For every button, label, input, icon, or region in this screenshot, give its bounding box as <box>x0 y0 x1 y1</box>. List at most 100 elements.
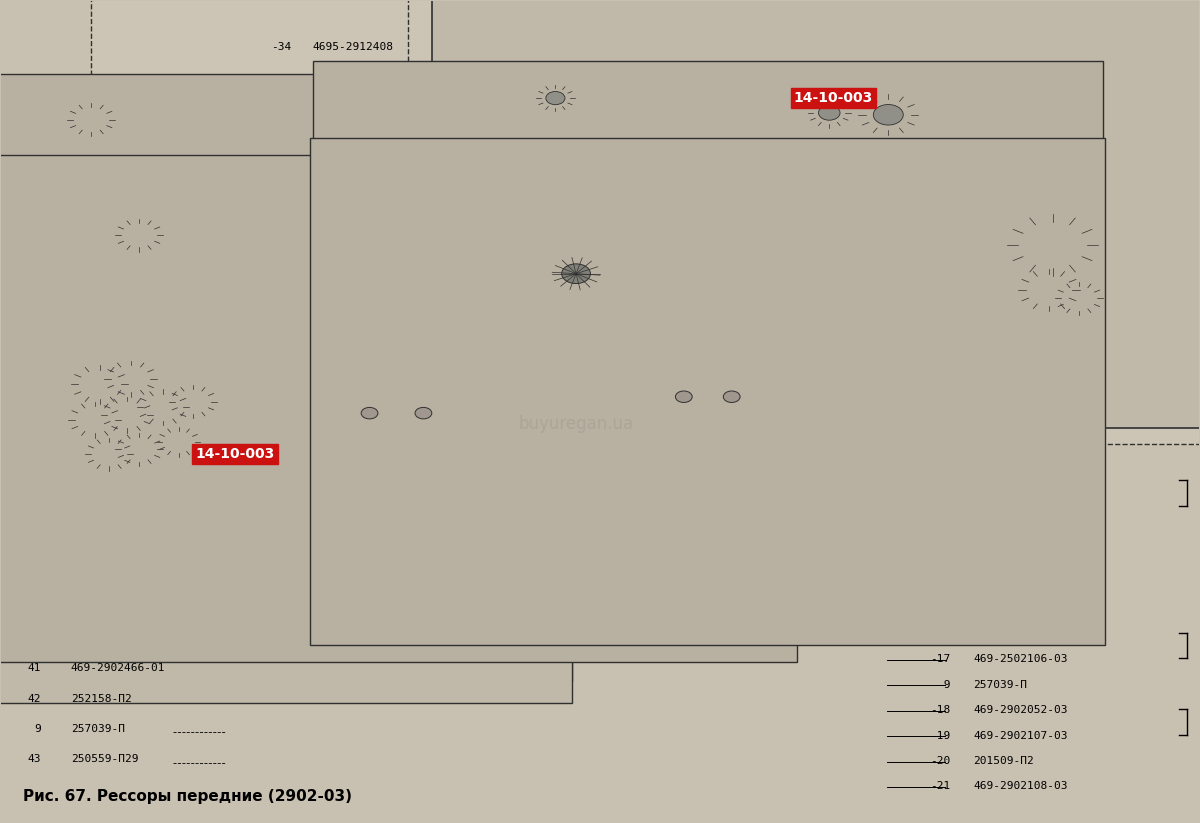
Circle shape <box>76 407 114 433</box>
Circle shape <box>162 430 194 453</box>
Text: -10: -10 <box>930 477 950 486</box>
Text: 5: 5 <box>959 147 965 157</box>
Circle shape <box>1019 221 1087 268</box>
Circle shape <box>1030 230 1075 261</box>
Text: 33: 33 <box>28 572 41 582</box>
Polygon shape <box>185 305 887 420</box>
Text: 252158-П2: 252158-П2 <box>71 694 132 704</box>
Circle shape <box>598 337 614 348</box>
Text: -9: -9 <box>937 680 950 690</box>
Text: 2: 2 <box>34 602 41 612</box>
Circle shape <box>1033 280 1064 300</box>
Text: 32: 32 <box>449 518 462 528</box>
Text: 250370-П29: 250370-П29 <box>973 400 1042 410</box>
Text: 252156-П2: 252156-П2 <box>485 487 546 497</box>
Text: 469-2902015-03: 469-2902015-03 <box>973 91 1068 101</box>
Text: 257039-П: 257039-П <box>973 451 1027 461</box>
Text: 10: 10 <box>28 633 41 643</box>
Text: -20: -20 <box>930 756 950 766</box>
Text: 469-2902104-03: 469-2902104-03 <box>973 578 1068 588</box>
Text: -19: -19 <box>930 731 950 741</box>
Text: 469-2902032: 469-2902032 <box>71 512 145 522</box>
Text: 469-2902102-03: 469-2902102-03 <box>973 552 1068 563</box>
Circle shape <box>73 107 109 132</box>
Circle shape <box>121 223 157 248</box>
Text: 250559-П29: 250559-П29 <box>71 755 138 765</box>
Circle shape <box>676 391 692 402</box>
Text: 469-2912061: 469-2912061 <box>71 633 145 643</box>
Circle shape <box>150 398 176 416</box>
Text: 469-2902107-03: 469-2902107-03 <box>973 731 1068 741</box>
Circle shape <box>866 100 911 130</box>
Text: 469-2902514-01: 469-2902514-01 <box>485 362 580 372</box>
Circle shape <box>127 441 151 458</box>
Text: 28: 28 <box>449 393 462 403</box>
Circle shape <box>168 435 190 449</box>
Text: 31: 31 <box>28 542 41 552</box>
Text: 469-2902028: 469-2902028 <box>71 602 145 612</box>
Text: 469-2902108-03: 469-2902108-03 <box>973 781 1068 792</box>
Text: 4: 4 <box>959 119 965 129</box>
Text: 252138-П2: 252138-П2 <box>313 105 373 114</box>
Text: 451Д-2902614: 451Д-2902614 <box>485 456 566 466</box>
Circle shape <box>541 88 570 108</box>
Text: 22: 22 <box>449 207 462 216</box>
FancyBboxPatch shape <box>311 138 1105 645</box>
Text: 29: 29 <box>449 425 462 435</box>
Circle shape <box>114 406 140 424</box>
Circle shape <box>541 127 570 146</box>
Polygon shape <box>107 262 983 383</box>
Circle shape <box>35 242 52 253</box>
Text: 42: 42 <box>28 694 41 704</box>
Text: -11: -11 <box>930 502 950 512</box>
Text: buyuregan.ua: buyuregan.ua <box>518 415 634 433</box>
Text: 30: 30 <box>449 456 462 466</box>
Circle shape <box>101 397 154 433</box>
Text: 469-2502106-03: 469-2502106-03 <box>973 654 1068 664</box>
Text: -34: -34 <box>271 43 292 53</box>
Text: -13: -13 <box>930 552 950 563</box>
Polygon shape <box>28 87 61 239</box>
Text: 23: 23 <box>449 238 462 248</box>
Text: 31: 31 <box>449 487 462 497</box>
FancyBboxPatch shape <box>0 73 794 584</box>
Text: 258040-П29: 258040-П29 <box>973 374 1042 384</box>
Text: 356251-П4: 356251-П4 <box>973 425 1034 435</box>
Text: 257039-П: 257039-П <box>71 724 125 734</box>
Circle shape <box>814 102 846 124</box>
Circle shape <box>85 374 114 394</box>
Text: -16: -16 <box>930 629 950 639</box>
Text: 469-2902446: 469-2902446 <box>485 207 559 216</box>
Text: 4695-2912408: 4695-2912408 <box>313 43 394 53</box>
Circle shape <box>361 407 378 419</box>
Circle shape <box>169 385 217 418</box>
Circle shape <box>143 394 182 421</box>
Circle shape <box>1067 290 1091 306</box>
Circle shape <box>1007 214 1098 277</box>
Text: -21: -21 <box>930 781 950 792</box>
Text: -9: -9 <box>937 451 950 461</box>
Text: 33: 33 <box>449 549 462 560</box>
Polygon shape <box>65 221 1043 350</box>
Text: -6: -6 <box>937 374 950 384</box>
FancyBboxPatch shape <box>91 0 1043 436</box>
Circle shape <box>67 103 115 136</box>
Circle shape <box>1055 282 1103 314</box>
Text: 469-2902444: 469-2902444 <box>485 393 559 403</box>
Text: 451Д-2912412-А: 451Д-2912412-А <box>313 73 407 84</box>
Text: 201509-П2: 201509-П2 <box>973 756 1034 766</box>
Circle shape <box>808 98 851 128</box>
Circle shape <box>562 264 590 284</box>
Circle shape <box>78 370 121 399</box>
Circle shape <box>536 85 575 111</box>
Text: 43: 43 <box>28 755 41 765</box>
Circle shape <box>538 337 554 348</box>
Text: 27: 27 <box>449 362 462 372</box>
Text: 469-2902418-02: 469-2902418-02 <box>313 167 407 177</box>
FancyBboxPatch shape <box>0 155 797 662</box>
Circle shape <box>115 219 163 252</box>
Polygon shape <box>71 240 1037 366</box>
Text: 469-2902447: 469-2902447 <box>485 238 559 248</box>
Text: 1: 1 <box>959 36 965 46</box>
Circle shape <box>118 370 144 388</box>
